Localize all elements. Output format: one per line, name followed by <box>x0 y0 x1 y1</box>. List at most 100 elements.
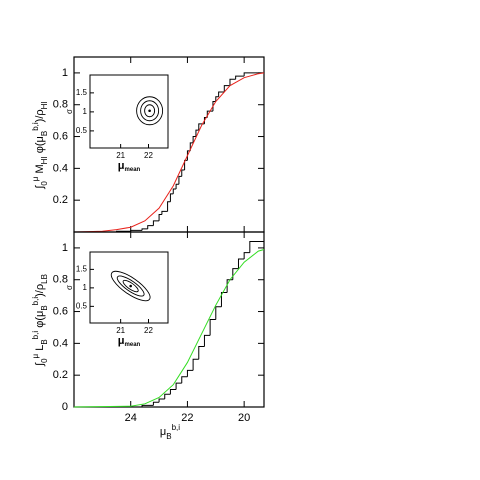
y-tick-label: 0.2 <box>53 369 68 381</box>
best-fit-point <box>148 109 151 113</box>
y-axis-label-part: b,i <box>31 122 40 131</box>
step-segment <box>158 214 162 221</box>
inset-x-tick-label: 22 <box>144 326 153 335</box>
step-segment <box>192 358 199 371</box>
model-curve <box>73 249 265 408</box>
step-segment <box>223 85 230 92</box>
step-segment <box>186 369 194 377</box>
y-axis-label-part: μ <box>31 353 40 358</box>
y-tick-label: 1 <box>62 67 68 79</box>
y-axis-label-part: B <box>40 339 49 344</box>
y-tick-label: 0 <box>62 401 68 413</box>
inset-y-tick-label: 1.5 <box>76 264 88 273</box>
step-segment <box>215 306 222 320</box>
inset-frame <box>89 251 169 324</box>
y-axis-label-part: B <box>40 131 49 136</box>
x-axis-label: μBb,i <box>160 423 180 441</box>
y-axis-label-part: ∫ <box>34 362 46 367</box>
step-segment <box>209 319 216 336</box>
step-segment <box>198 346 205 360</box>
inset-x-tick-label: 21 <box>116 326 125 335</box>
step-segment <box>249 241 264 253</box>
step-segment <box>164 393 171 400</box>
contour <box>122 279 139 293</box>
step-segment <box>181 169 185 177</box>
step-segment <box>167 201 171 212</box>
y-tick-label: 0.4 <box>53 162 68 174</box>
y-axis-label-part: 0 <box>40 358 49 363</box>
inset-x-label-part: μ <box>118 160 125 172</box>
step-segment <box>130 229 143 232</box>
step-segment <box>175 382 182 390</box>
y-axis-label-part: b,i <box>31 331 40 340</box>
contour <box>144 104 156 118</box>
best-fit-point <box>129 284 132 288</box>
inset-x-label: μmean <box>118 160 141 173</box>
step-segment <box>195 129 199 137</box>
y-axis-label-part: M <box>34 164 46 176</box>
inset-frame <box>89 74 169 149</box>
step-segment <box>229 78 236 86</box>
y-tick-label: 0.8 <box>53 274 68 286</box>
step-segment <box>235 75 245 80</box>
contour <box>136 96 164 126</box>
inset-x-label-part: mean <box>125 342 141 348</box>
y-tick-label: 0.4 <box>53 337 68 349</box>
y-axis-label-part: HI <box>40 156 49 164</box>
step-segment <box>237 258 245 269</box>
step-segment <box>203 334 211 347</box>
step-segment <box>147 225 154 229</box>
contour <box>110 270 151 302</box>
inset-y-tick-label: 1.5 <box>76 88 88 97</box>
y-axis-label-part: HI <box>40 101 49 109</box>
y-axis-label: ∫0μ MHI φ(μBb,i)/ρHI <box>31 101 49 189</box>
step-segment <box>169 193 174 202</box>
step-segment <box>243 252 250 260</box>
y-tick-label: 0.8 <box>53 99 68 111</box>
step-segment <box>243 72 264 77</box>
y-axis-label-part: )/ρ <box>34 284 46 297</box>
step-segment <box>181 376 188 384</box>
model-curve <box>73 72 265 233</box>
y-tick-label: 0.2 <box>53 194 68 206</box>
step-segment <box>226 279 233 293</box>
step-segment <box>218 91 225 97</box>
plot-frame <box>73 231 265 408</box>
step-segment <box>189 142 194 151</box>
x-axis-label-part: b,i <box>172 423 181 432</box>
step-segment <box>212 101 216 112</box>
y-axis-label-part: μ <box>31 176 40 181</box>
y-axis-label-part: 0 <box>40 181 49 186</box>
x-tick-label: 20 <box>238 412 250 424</box>
step-segment <box>158 398 165 403</box>
x-axis-label-part: μ <box>160 426 166 438</box>
y-axis-label: ∫0μ LBb,i φ(μBb,i)/ρLB <box>31 274 49 367</box>
y-tick-label: 1 <box>62 242 68 254</box>
inset-y-label: σ <box>65 109 74 114</box>
y-axis-label-part: B <box>40 305 49 310</box>
inset-y-tick-label: 1 <box>83 107 88 116</box>
inset-y-label: σ <box>65 285 74 290</box>
y-axis-label-part: L <box>34 345 46 354</box>
step-segment <box>161 210 168 215</box>
step-segment <box>141 228 148 231</box>
step-segment <box>152 401 160 406</box>
inset-x-tick-label: 22 <box>144 151 153 160</box>
y-tick-label: 0.6 <box>53 130 68 142</box>
inset-x-label-part: mean <box>125 167 141 173</box>
step-segment <box>220 291 228 307</box>
y-axis-label-part: b,i <box>31 297 40 306</box>
y-axis-label-part: LB <box>40 274 49 284</box>
inset-x-tick-label: 21 <box>116 151 125 160</box>
inset-y-tick-label: 0.5 <box>76 301 88 310</box>
x-tick-label: 22 <box>181 412 193 424</box>
y-axis-label-part: φ(μ <box>34 311 46 331</box>
y-axis-label-part: φ(μ <box>34 136 46 156</box>
step-segment <box>184 159 188 170</box>
step-segment <box>172 188 177 194</box>
x-axis-label-part: B <box>166 432 171 441</box>
y-axis-label-part: ∫ <box>34 185 46 190</box>
inset-y-tick-label: 0.5 <box>76 126 88 135</box>
step-segment <box>215 96 219 102</box>
y-axis-label-part: )/ρ <box>34 109 46 122</box>
